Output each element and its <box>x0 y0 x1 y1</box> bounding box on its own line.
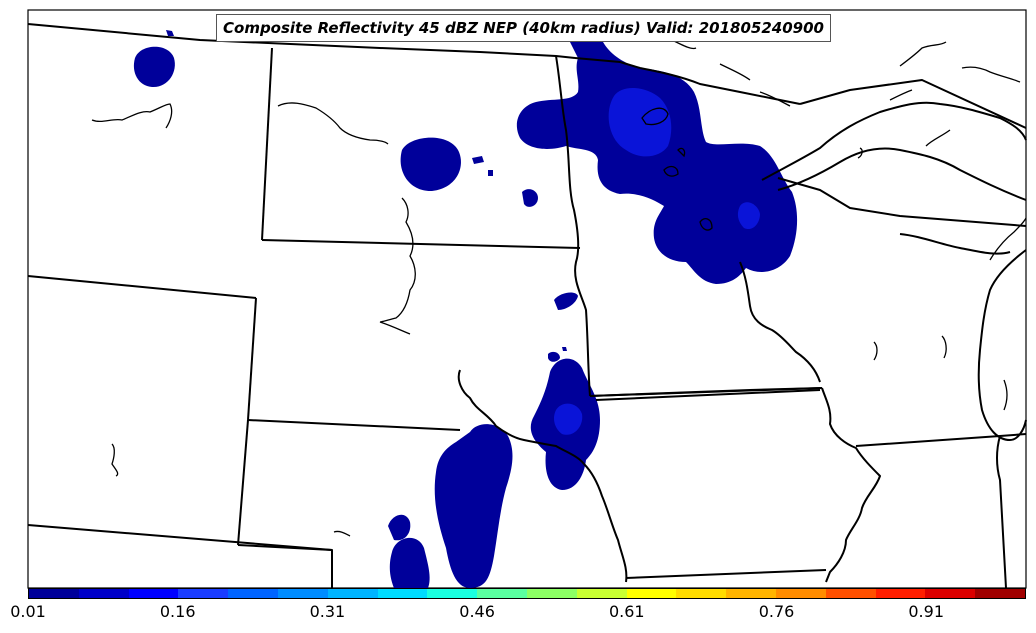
colorbar-segment <box>128 589 179 598</box>
colorbar-segment <box>377 589 428 598</box>
probability-area-kansas <box>434 424 513 588</box>
colorbar-tick-label: 0.01 <box>10 602 46 621</box>
colorbar-segment <box>676 589 727 598</box>
map-frame <box>27 9 1027 589</box>
colorbar-segment <box>825 589 876 598</box>
colorbar-tick-label: 0.31 <box>309 602 346 621</box>
colorbar-segment <box>726 589 776 598</box>
colorbar-segment <box>775 589 826 598</box>
colorbar-segment <box>78 589 129 598</box>
colorbar-tick-label: 0.16 <box>159 602 196 621</box>
probability-area-minnesota <box>516 29 798 285</box>
map-title: Composite Reflectivity 45 dBZ NEP (40km … <box>216 14 831 42</box>
colorbar-segment <box>526 589 577 598</box>
colorbar-segment <box>975 589 1025 598</box>
lakes-and-rivers <box>91 21 1027 537</box>
colorbar-segment <box>427 589 478 598</box>
probability-area-montana <box>133 46 175 88</box>
colorbar-segment <box>925 589 976 598</box>
probability-shading <box>133 29 798 588</box>
probability-area-north-dakota <box>400 137 461 192</box>
colorbar-segment <box>576 589 627 598</box>
colorbar-tick-label: 0.61 <box>608 602 645 621</box>
colorbar-segment <box>875 589 926 598</box>
colorbar-segment <box>626 589 677 598</box>
colorbar-segment <box>277 589 328 598</box>
colorbar-segment <box>178 589 229 598</box>
political-boundaries <box>27 23 1027 589</box>
colorbar-segment <box>327 589 378 598</box>
colorbar-segment <box>228 589 278 598</box>
colorbar-tick-label: 0.46 <box>459 602 495 621</box>
colorbar-segment <box>29 589 79 598</box>
colorbar-tick-label: 0.76 <box>758 602 795 621</box>
colorbar <box>28 588 1026 599</box>
colorbar-segment <box>477 589 527 598</box>
colorbar-tick-label: 0.91 <box>908 602 944 621</box>
